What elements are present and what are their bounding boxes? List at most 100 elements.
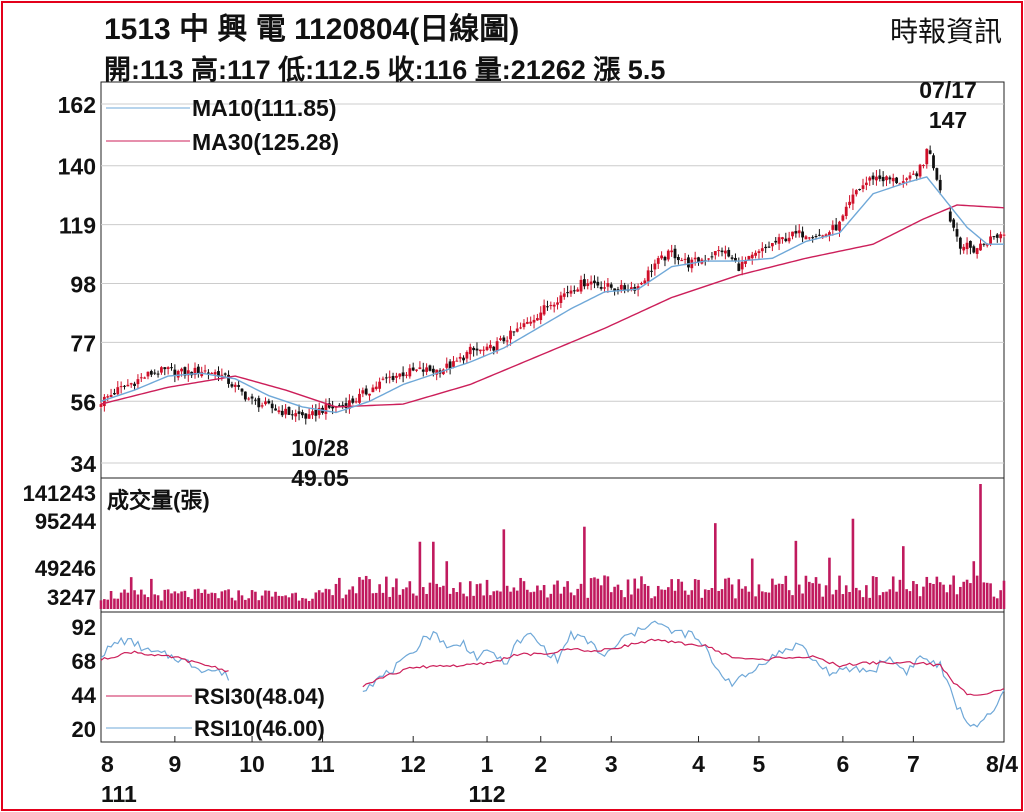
candle-body xyxy=(999,234,1003,239)
legend-rsi30: RSI30(48.04) xyxy=(194,684,325,709)
candle-body xyxy=(176,370,180,378)
candle-body xyxy=(965,242,969,250)
volume-bar xyxy=(693,579,697,609)
volume-bar xyxy=(898,579,902,609)
volume-bar xyxy=(348,589,351,609)
volume-bar xyxy=(932,583,935,609)
volume-bar xyxy=(546,597,549,609)
candle-body xyxy=(129,383,133,385)
candle-body xyxy=(619,284,623,290)
ma10-line xyxy=(100,176,1004,414)
volume-bar xyxy=(435,583,438,609)
volume-bar xyxy=(881,592,885,609)
candle-body xyxy=(975,248,979,254)
volume-bar xyxy=(479,583,482,609)
price-tick-label: 56 xyxy=(70,389,96,415)
candle-body xyxy=(562,293,566,297)
volume-bar xyxy=(260,595,264,609)
volume-bar xyxy=(714,523,717,609)
volume-bar xyxy=(754,596,757,609)
candle-body xyxy=(653,263,657,270)
candle-body xyxy=(572,290,576,292)
volume-bar xyxy=(358,577,361,609)
volume-bar xyxy=(670,579,673,609)
x-tick-label: 2 xyxy=(534,751,547,777)
volume-bar xyxy=(509,591,512,609)
x-tick-label: 9 xyxy=(168,751,181,777)
candle-body xyxy=(834,224,838,231)
candle-body xyxy=(304,413,308,419)
volume-bar xyxy=(368,579,371,609)
volume-bar xyxy=(398,594,402,609)
candle-body xyxy=(257,398,261,408)
candle-body xyxy=(992,236,996,238)
candle-body xyxy=(143,377,147,379)
candle-body xyxy=(348,400,351,409)
volume-bar xyxy=(690,590,694,609)
candle-body xyxy=(166,367,170,370)
volume-bar xyxy=(230,597,234,609)
candle-body xyxy=(529,321,533,324)
volume-bar xyxy=(871,576,875,609)
volume-bar xyxy=(468,581,472,609)
candle-body xyxy=(139,377,143,379)
candle-body xyxy=(331,406,335,409)
volume-bar xyxy=(781,583,784,609)
candle-body xyxy=(596,281,600,286)
volume-bar xyxy=(381,592,385,609)
volume-bar xyxy=(784,575,788,609)
volume-bar xyxy=(878,595,882,609)
candle-body xyxy=(522,323,526,328)
rsi30-line xyxy=(362,638,1005,696)
volume-bar xyxy=(804,575,808,609)
volume-bar xyxy=(677,579,680,609)
volume-bar xyxy=(875,577,878,609)
volume-bar xyxy=(401,589,405,609)
volume-bar xyxy=(757,584,761,609)
candle-body xyxy=(374,386,378,389)
candle-body xyxy=(358,393,361,403)
candle-body xyxy=(458,356,462,359)
x-tick-label: 6 xyxy=(836,751,849,777)
candle-body xyxy=(643,280,647,284)
volume-bar xyxy=(388,596,391,609)
volume-bar xyxy=(472,595,475,609)
candle-body xyxy=(844,206,848,217)
volume-bar xyxy=(119,592,123,609)
volume-bar xyxy=(609,592,613,609)
candle-body xyxy=(905,178,909,180)
candle-body xyxy=(170,367,173,369)
volume-bar xyxy=(465,596,469,609)
candle-body xyxy=(401,372,405,377)
source-label: 時報資訊 xyxy=(889,16,1002,47)
volume-bar xyxy=(395,578,398,609)
volume-bar xyxy=(761,591,764,609)
volume-bar xyxy=(156,595,160,609)
candle-body xyxy=(515,328,519,332)
volume-bar xyxy=(771,578,774,609)
volume-bar xyxy=(848,591,851,609)
volume-bar xyxy=(448,593,452,609)
candle-body xyxy=(559,295,563,303)
volume-bar xyxy=(267,590,271,609)
candle-body xyxy=(734,257,737,262)
volume-bar xyxy=(519,577,522,609)
volume-bar xyxy=(982,582,986,609)
volume-bar xyxy=(311,598,314,609)
candle-body xyxy=(344,403,348,408)
rsi-tick-label: 44 xyxy=(72,683,97,708)
price-tick-label: 162 xyxy=(58,92,96,118)
candle-body xyxy=(233,384,237,387)
volume-bar xyxy=(197,588,200,609)
candle-body xyxy=(787,237,791,242)
volume-bar xyxy=(512,587,516,609)
volume-bar xyxy=(959,586,962,609)
volume-bar xyxy=(945,592,949,609)
volume-bar xyxy=(851,518,855,609)
candle-body xyxy=(207,372,210,374)
volume-bar xyxy=(452,588,455,609)
volume-bar xyxy=(895,591,898,609)
volume-title: 成交量(張) xyxy=(107,488,210,513)
candle-body xyxy=(613,288,617,291)
volume-bar xyxy=(217,598,220,609)
